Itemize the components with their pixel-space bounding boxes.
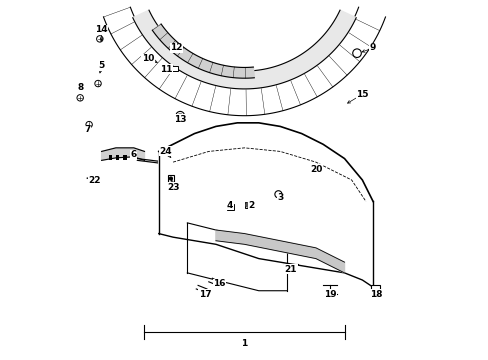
Bar [244, 202, 251, 208]
Text: 11: 11 [160, 65, 172, 74]
Bar [108, 156, 112, 159]
Bar [116, 156, 119, 159]
Text: 22: 22 [88, 176, 101, 185]
Text: 7: 7 [84, 126, 90, 135]
Text: 18: 18 [370, 290, 382, 299]
Polygon shape [152, 24, 254, 78]
Polygon shape [159, 123, 372, 287]
Polygon shape [102, 148, 144, 160]
Text: 21: 21 [284, 265, 297, 274]
Bar [167, 175, 174, 182]
Text: 23: 23 [166, 183, 179, 192]
Text: 8: 8 [77, 83, 83, 92]
Bar [370, 285, 380, 296]
Polygon shape [216, 230, 344, 273]
Text: 5: 5 [98, 61, 104, 70]
Text: 9: 9 [369, 43, 376, 52]
Text: 13: 13 [174, 115, 186, 124]
Text: 2: 2 [248, 201, 254, 210]
Text: 17: 17 [199, 290, 211, 299]
Polygon shape [187, 223, 287, 291]
Circle shape [97, 36, 103, 42]
Circle shape [274, 191, 282, 198]
Circle shape [352, 49, 361, 58]
Bar [171, 66, 177, 71]
Polygon shape [137, 158, 208, 169]
Text: 12: 12 [170, 43, 183, 52]
Text: 14: 14 [95, 26, 108, 35]
Text: 16: 16 [213, 279, 225, 288]
Circle shape [90, 177, 95, 183]
Polygon shape [103, 7, 385, 116]
Circle shape [176, 111, 184, 120]
Circle shape [95, 80, 101, 87]
Bar [123, 156, 126, 159]
Text: 19: 19 [323, 290, 336, 299]
Circle shape [245, 203, 250, 207]
Circle shape [169, 177, 172, 180]
Circle shape [77, 95, 83, 101]
Text: 24: 24 [159, 147, 172, 156]
Text: 1: 1 [241, 339, 247, 348]
Text: 20: 20 [309, 165, 322, 174]
Circle shape [178, 113, 182, 118]
Circle shape [86, 121, 92, 128]
Circle shape [228, 204, 232, 209]
Bar [227, 203, 233, 210]
Text: 4: 4 [226, 201, 233, 210]
Text: 3: 3 [277, 193, 283, 202]
Text: 6: 6 [130, 150, 137, 159]
Bar [130, 156, 134, 159]
Text: 15: 15 [355, 90, 368, 99]
Polygon shape [133, 10, 355, 89]
Text: 1: 1 [241, 340, 247, 349]
Text: 10: 10 [142, 54, 154, 63]
